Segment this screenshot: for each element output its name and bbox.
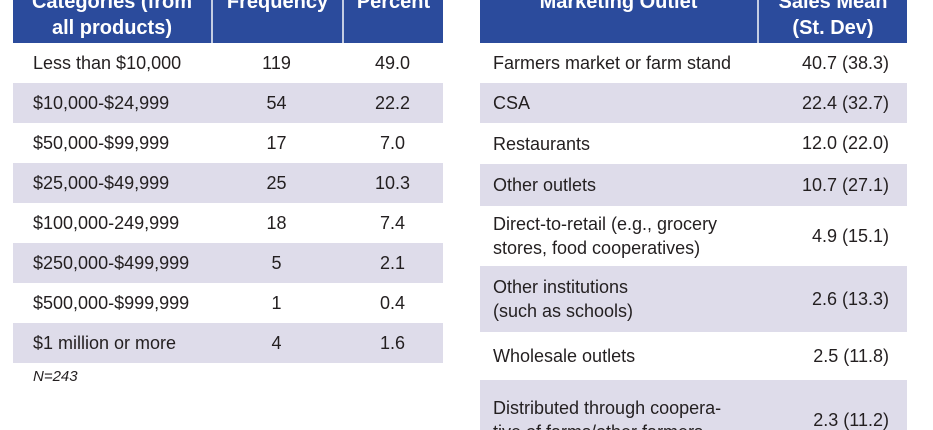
table-row: $50,000-$99,999 17 7.0 (13, 123, 443, 163)
sales-categories-body: Less than $10,000 119 49.0 $10,000-$24,9… (13, 43, 443, 363)
percent-cell: 10.3 (374, 173, 411, 193)
frequency-cell: 18 (266, 213, 287, 233)
marketing-outlet-table: Marketing Outlet Sales Mean (St. Dev) Fa… (480, 0, 907, 430)
outlet-cell: Wholesale outlets (493, 346, 636, 366)
table-row: Restaurants 12.0 (22.0) (480, 123, 907, 164)
table-row: $1 million or more 4 1.6 (13, 323, 443, 363)
marketing-outlet-header-row: Marketing Outlet Sales Mean (St. Dev) (480, 0, 907, 43)
category-cell: $25,000-$49,999 (33, 173, 170, 193)
sales-mean-cell: 2.6 (13.3) (811, 288, 889, 309)
outlet-cell: CSA (493, 93, 531, 113)
outlet-cell: Farmers market or farm stand (493, 53, 732, 73)
col-header-sales-mean: Sales Mean (St. Dev) (757, 0, 907, 43)
frequency-cell: 4 (271, 333, 282, 353)
category-cell: $100,000-249,999 (33, 213, 180, 233)
frequency-cell: 17 (266, 133, 287, 153)
category-cell: $10,000-$24,999 (33, 93, 170, 113)
sales-mean-cell: 2.3 (11.2) (813, 409, 889, 430)
percent-cell: 22.2 (374, 93, 411, 113)
table-row: Direct-to-retail (e.g., grocery stores, … (480, 206, 907, 266)
col-header-categories: Categories (from all products) (31, 0, 193, 39)
marketing-outlet-body: Farmers market or farm stand 40.7 (38.3)… (480, 43, 907, 430)
sales-mean-cell: 4.9 (15.1) (811, 225, 889, 246)
table-row: Other outlets 10.7 (27.1) (480, 164, 907, 206)
percent-cell: 0.4 (379, 293, 406, 313)
table-row: $25,000-$49,999 25 10.3 (13, 163, 443, 203)
col-header-frequency: Frequency (211, 0, 342, 43)
percent-cell: 1.6 (379, 333, 406, 353)
col-header-percent: Percent (342, 0, 443, 43)
outlet-cell: Distributed through coopera- tive of far… (493, 398, 722, 430)
sample-size-note: N=243 (33, 368, 78, 385)
table-row: Distributed through coopera- tive of far… (480, 380, 907, 430)
outlet-cell: Other institutions (such as schools) (493, 277, 634, 321)
table-row: $100,000-249,999 18 7.4 (13, 203, 443, 243)
category-cell: $50,000-$99,999 (33, 133, 170, 153)
sales-mean-cell: 2.5 (11.8) (813, 345, 889, 366)
percent-cell: 49.0 (374, 53, 411, 73)
percent-cell: 2.1 (379, 253, 406, 273)
frequency-cell: 119 (262, 53, 291, 73)
outlet-cell: Other outlets (493, 175, 597, 195)
outlet-cell: Direct-to-retail (e.g., grocery stores, … (493, 214, 718, 258)
table-row: CSA 22.4 (32.7) (480, 83, 907, 123)
sales-mean-cell: 10.7 (27.1) (801, 174, 889, 195)
sales-categories-table: Categories (from all products) Frequency… (13, 0, 443, 385)
sales-mean-cell: 12.0 (22.0) (801, 133, 889, 153)
percent-cell: 7.4 (379, 213, 406, 233)
frequency-cell: 54 (266, 93, 287, 113)
table-row: Wholesale outlets 2.5 (11.8) (480, 332, 907, 380)
table-row: $10,000-$24,999 54 22.2 (13, 83, 443, 123)
sales-mean-cell: 40.7 (38.3) (801, 52, 889, 73)
col-header-marketing-outlet: Marketing Outlet (539, 0, 698, 13)
table-row: Farmers market or farm stand 40.7 (38.3) (480, 43, 907, 83)
sales-categories-header-row: Categories (from all products) Frequency… (13, 0, 443, 43)
table-row: $500,000-$999,999 1 0.4 (13, 283, 443, 323)
category-cell: $1 million or more (33, 333, 177, 353)
outlet-cell: Restaurants (493, 133, 591, 154)
percent-cell: 7.0 (379, 133, 406, 153)
table-row: Other institutions (such as schools) 2.6… (480, 266, 907, 332)
frequency-cell: 5 (271, 253, 282, 273)
category-cell: Less than $10,000 (33, 53, 182, 73)
frequency-cell: 25 (266, 173, 287, 193)
frequency-cell: 1 (271, 293, 282, 313)
category-cell: $500,000-$999,999 (33, 293, 190, 313)
table-row: Less than $10,000 119 49.0 (13, 43, 443, 83)
table-row: $250,000-$499,999 5 2.1 (13, 243, 443, 283)
category-cell: $250,000-$499,999 (33, 253, 190, 273)
sales-mean-cell: 22.4 (32.7) (801, 92, 889, 113)
